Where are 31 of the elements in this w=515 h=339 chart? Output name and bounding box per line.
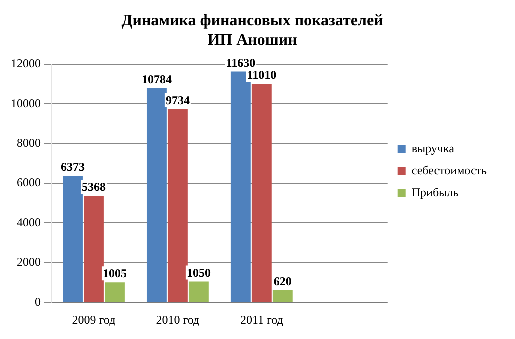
data-label: 5368 <box>82 180 106 194</box>
bar <box>168 109 188 302</box>
data-label: 620 <box>274 274 292 288</box>
chart-title: Динамика финансовых показателей ИП Аношин <box>122 12 384 49</box>
data-label: 1005 <box>102 266 127 281</box>
y-tick-label: 2000 <box>17 255 41 270</box>
y-tick-label: 6000 <box>17 176 41 190</box>
y-tick-label: 4000 <box>17 215 41 230</box>
y-tick-label: 12000 <box>11 56 41 71</box>
data-label: 11630 <box>226 56 256 70</box>
bar <box>272 290 293 302</box>
data-label: 1050 <box>186 266 211 280</box>
y-tick-label: 8000 <box>17 136 41 150</box>
x-tick-label: 2010 год <box>156 312 200 327</box>
y-tick-label: 0 <box>35 294 41 309</box>
legend-label: выручка <box>412 142 456 156</box>
data-label: 10784 <box>142 72 172 87</box>
bar <box>252 84 272 302</box>
bar <box>105 282 125 302</box>
data-label: 11010 <box>247 68 277 82</box>
legend-label: себестоимость <box>412 164 488 178</box>
legend-label: Прибыль <box>412 186 460 200</box>
bar <box>188 282 209 302</box>
bar <box>84 196 104 302</box>
bar <box>146 88 167 302</box>
x-tick-label: 2011 год <box>240 312 284 327</box>
x-tick-label: 2009 год <box>72 312 116 327</box>
data-label: 9734 <box>166 93 190 108</box>
data-label: 6373 <box>60 160 85 174</box>
y-tick-label: 10000 <box>11 96 41 110</box>
bar <box>63 176 83 302</box>
